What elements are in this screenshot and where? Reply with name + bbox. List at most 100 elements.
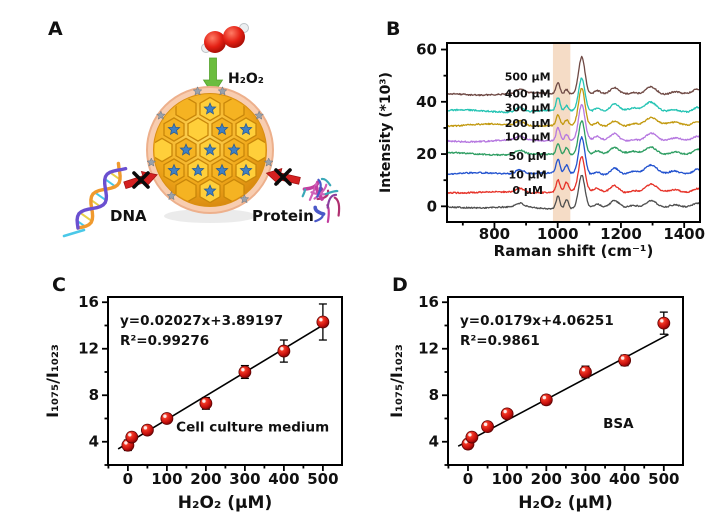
- x-tick-label: 300: [229, 470, 260, 488]
- y-tick-label: 20: [416, 145, 437, 163]
- rim-star-icon: [217, 86, 228, 96]
- data-point-marker: [140, 423, 154, 437]
- axis-ticks: [442, 301, 665, 471]
- data-point-marker: [125, 430, 139, 444]
- protein-label: Protein: [252, 207, 314, 225]
- data-point-marker: [500, 407, 514, 421]
- spectrum-trace: [447, 120, 700, 157]
- series-label: 500 μM: [505, 70, 551, 83]
- panel-c-label: C: [52, 274, 66, 296]
- y-tick-label: 4: [429, 433, 439, 451]
- y-axis-title: I₁₀₇₅/I₁₀₂₃: [43, 344, 62, 418]
- sample-label: Cell culture medium: [176, 419, 329, 435]
- y-tick-label: 40: [416, 93, 437, 111]
- rim-star-icon: [155, 110, 166, 120]
- x-tick-label: 300: [570, 470, 601, 488]
- y-tick-label: 60: [416, 41, 437, 59]
- data-point-marker: [199, 396, 213, 410]
- panel-a-label: A: [48, 18, 63, 40]
- data-point-marker: [657, 316, 671, 330]
- x-tick-label: 1000: [537, 225, 579, 243]
- data-point-marker: [539, 393, 553, 407]
- x-tick-label: 1200: [600, 225, 642, 243]
- data-points: [461, 311, 671, 451]
- spectrum-trace: [447, 156, 700, 195]
- y-tick-label: 8: [89, 386, 99, 404]
- axis-ticks: [102, 301, 324, 471]
- spectrum-trace: [447, 55, 700, 97]
- axis-ticks: [441, 48, 686, 228]
- data-point-marker: [316, 315, 330, 329]
- data-point-marker: [277, 344, 291, 358]
- rim-star-icon: [166, 190, 177, 201]
- nanoparticle-schematic: H₂O₂ DNA Protein: [62, 23, 341, 238]
- series-label: 50 μM: [509, 150, 547, 163]
- plot-frame: [446, 42, 701, 223]
- h2o2-molecule-icon: [201, 23, 249, 53]
- dna-label: DNA: [110, 207, 147, 225]
- h2o2-label: H₂O₂: [228, 71, 264, 87]
- y-tick-label: 0: [427, 197, 437, 215]
- r-squared: R²=0.9861: [460, 333, 540, 349]
- x-tick-label: 0: [463, 470, 473, 488]
- x-tick-label: 100: [491, 470, 522, 488]
- data-point-marker: [238, 365, 252, 379]
- calibration-chart-bsa: 0 100 200 300 400 500 4 8 12 16 H₂O₂ (μM) I₁₀₇₅/I₁₀…: [387, 293, 684, 513]
- y-tick-label: 16: [418, 293, 439, 311]
- x-tick-label: 400: [609, 470, 640, 488]
- x-tick-label: 500: [307, 470, 338, 488]
- data-points: [121, 303, 330, 452]
- fit-equation: y=0.0179x+4.06251: [460, 313, 614, 329]
- blocked-x-icon: [132, 171, 150, 189]
- x-tick-label: 800: [479, 225, 510, 243]
- rim-star-icon: [192, 86, 203, 96]
- x-tick-label: 400: [268, 470, 299, 488]
- data-point-marker: [160, 412, 174, 425]
- data-point-marker: [579, 365, 592, 379]
- protein-icon: [301, 177, 341, 223]
- series-label: 300 μM: [505, 102, 551, 115]
- data-point-marker: [481, 420, 494, 434]
- series-label: 200 μM: [505, 117, 551, 130]
- panel-d-label: D: [392, 274, 408, 296]
- calibration-chart-cell-medium: 0 100 200 300 400 500 4 8 12 16 H₂O₂ (μM) I₁₀₇₅/I₁₀…: [43, 293, 343, 513]
- x-axis-title: H₂O₂ (μM): [518, 493, 612, 513]
- x-tick-label: 200: [531, 470, 562, 488]
- spectrum-trace: [447, 136, 700, 176]
- fit-equation: y=0.02027x+3.89197: [120, 313, 283, 329]
- x-tick-label: 200: [190, 470, 221, 488]
- x-tick-label: 100: [151, 470, 182, 488]
- rim-star-icon: [146, 157, 157, 167]
- particle-shadow: [164, 209, 256, 223]
- y-axis-title: I₁₀₇₅/I₁₀₂₃: [387, 344, 406, 418]
- y-tick-label: 12: [418, 340, 439, 358]
- series-label: 400 μM: [505, 87, 551, 100]
- dna-helix-icon: [62, 161, 128, 238]
- series-label: 10 μM: [509, 168, 547, 181]
- y-tick-label: 12: [78, 340, 99, 358]
- y-tick-label: 8: [429, 386, 439, 404]
- spectrum-trace: [447, 87, 700, 128]
- blocked-x-icon: [274, 168, 292, 186]
- spectra-traces: [447, 55, 700, 210]
- series-label: 100 μM: [505, 130, 551, 143]
- x-tick-label: 1400: [663, 225, 705, 243]
- sample-label: BSA: [603, 416, 634, 432]
- y-tick-label: 16: [78, 293, 99, 311]
- spectrum-trace: [447, 103, 700, 144]
- x-tick-label: 500: [648, 470, 679, 488]
- series-label: 0 μM: [512, 184, 543, 197]
- nanoparticle-icon: [146, 86, 274, 214]
- x-axis-title: Raman shift (cm⁻¹): [494, 242, 654, 260]
- spectrum-trace: [447, 77, 700, 114]
- x-axis-title: H₂O₂ (μM): [178, 493, 272, 513]
- y-tick-label: 4: [89, 433, 99, 451]
- spectrum-trace: [447, 174, 700, 210]
- data-point-marker: [618, 353, 632, 367]
- r-squared: R²=0.99276: [120, 333, 209, 349]
- rim-star-icon: [239, 193, 250, 204]
- panel-b-label: B: [386, 18, 401, 40]
- y-axis-title: Intensity (*10³): [378, 72, 394, 193]
